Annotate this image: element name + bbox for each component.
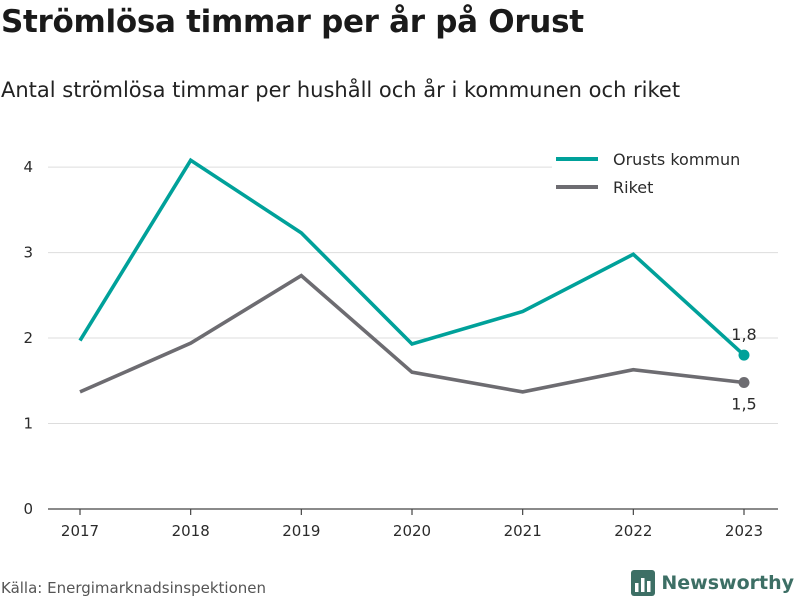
legend-background <box>552 146 778 206</box>
y-tick-label: 1 <box>23 415 33 433</box>
y-tick-label: 4 <box>23 158 33 176</box>
x-tick-label: 2023 <box>725 522 763 540</box>
series-lines: 1,5 1,8 <box>78 157 757 413</box>
page-subtitle: Antal strömlösa timmar per hushåll och å… <box>1 78 681 102</box>
x-tick-label: 2017 <box>61 522 99 540</box>
data-label: 1,5 <box>731 394 756 413</box>
y-tick-label: 3 <box>23 244 33 262</box>
x-tick-label: 2022 <box>614 522 652 540</box>
y-tick-label: 2 <box>23 329 33 347</box>
brand-name: Newsworthy <box>661 572 794 594</box>
series-line-riket <box>79 273 745 394</box>
x-tick-label: 2021 <box>504 522 542 540</box>
bar-chart-logo-icon <box>631 570 656 596</box>
legend-label: Riket <box>613 178 653 197</box>
y-tick-label: 0 <box>23 500 33 518</box>
source-note: Källa: Energimarknadsinspektionen <box>1 579 267 597</box>
page-title: Strömlösa timmar per år på Orust <box>1 4 584 40</box>
x-tick-label: 2019 <box>282 522 320 540</box>
data-label: 1,8 <box>731 325 756 344</box>
x-tick-label: 2020 <box>393 522 431 540</box>
brand-logo: Newsworthy <box>631 569 794 597</box>
axes: 0 1 2 3 4 2017 2018 2019 2020 2021 2022 2023 <box>23 158 778 540</box>
legend: Orusts kommun Riket <box>552 146 778 206</box>
legend-label: Orusts kommun <box>613 150 740 169</box>
series-end-point <box>738 349 750 361</box>
series-line-orusts-kommun <box>78 157 746 357</box>
series-end-point <box>738 376 750 388</box>
x-tick-label: 2018 <box>172 522 210 540</box>
